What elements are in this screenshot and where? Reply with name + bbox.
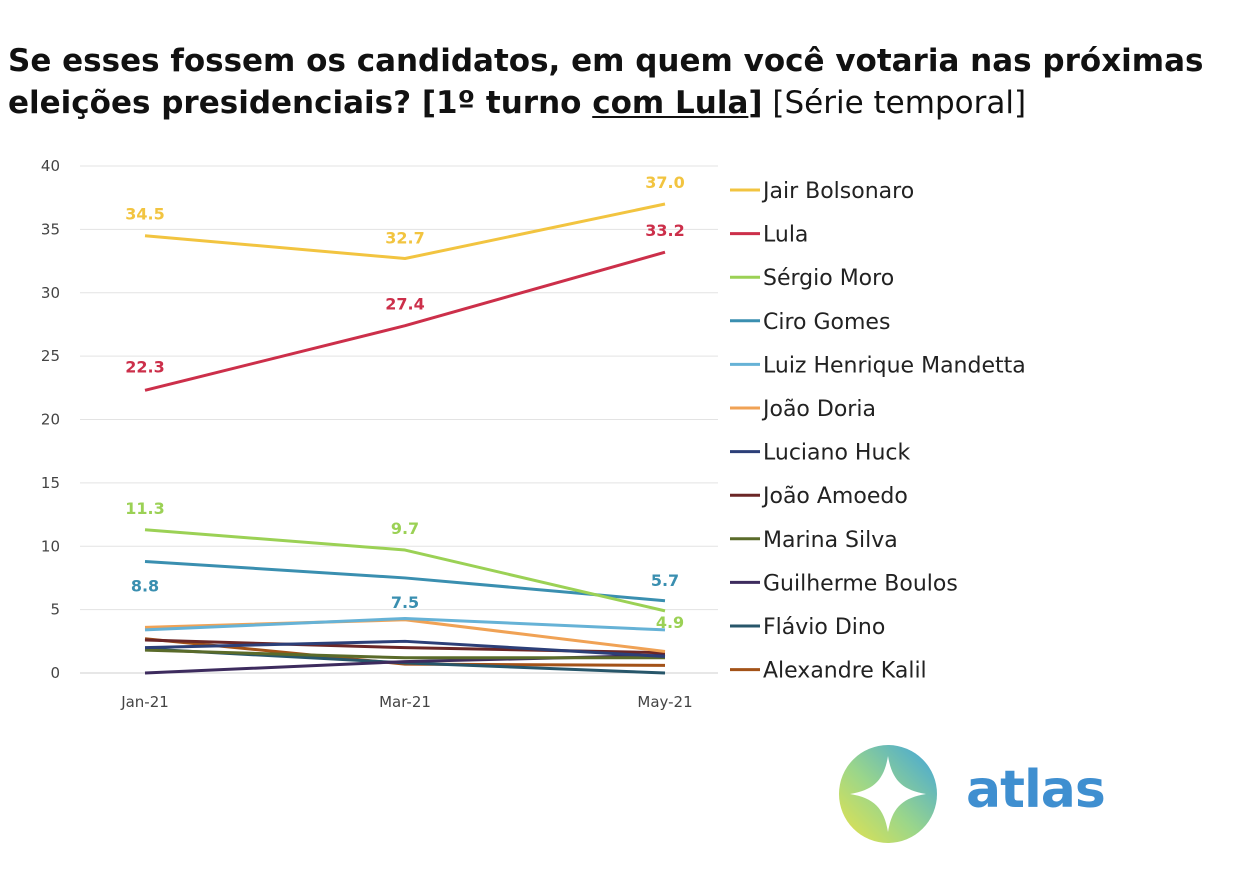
legend-label: Ciro Gomes [763, 310, 890, 335]
series-lines [144, 202, 666, 675]
legend-label: João Amoedo [761, 484, 908, 509]
y-tick-label: 0 [50, 664, 60, 682]
brand-name: atlas [966, 760, 1106, 820]
data-label: 33.2 [645, 221, 684, 240]
y-tick-label: 30 [41, 284, 60, 302]
series-line [144, 528, 666, 613]
legend-label: João Doria [761, 397, 876, 422]
legend-label: Luiz Henrique Mandetta [763, 353, 1026, 378]
legend-label: Lula [763, 223, 808, 248]
y-tick-label: 20 [41, 411, 60, 429]
data-label: 9.7 [391, 519, 419, 538]
series-line [144, 648, 665, 660]
data-label: 32.7 [385, 229, 424, 248]
y-tick-label: 5 [50, 601, 60, 619]
title-underlined: com Lula [592, 85, 749, 121]
legend-label: Marina Silva [763, 528, 898, 553]
y-tick-label: 15 [41, 474, 60, 492]
series-line [144, 639, 666, 659]
title-part1: Se esses fossem os candidatos, em quem v… [8, 43, 1204, 121]
series-line [144, 616, 666, 632]
y-axis-ticks: 0 5 10 15 20 25 30 35 40 [41, 157, 60, 682]
data-label: 7.5 [391, 593, 419, 612]
data-label: 11.3 [125, 499, 164, 518]
legend-label: Jair Bolsonaro [761, 179, 914, 204]
line-chart: 0 5 10 15 20 25 30 35 40 Jan-21 Mar-21 May-21 34.5… [41, 157, 1026, 711]
x-tick-label: May-21 [637, 693, 692, 711]
data-label: 34.5 [125, 205, 164, 224]
data-label: 8.8 [131, 576, 159, 595]
y-tick-label: 25 [41, 347, 60, 365]
legend-label: Guilherme Boulos [763, 571, 958, 596]
data-label: 22.3 [125, 357, 164, 376]
legend-label: Sérgio Moro [763, 266, 894, 291]
chart-title: Se esses fossem os candidatos, em quem v… [8, 40, 1238, 124]
title-part2: ] [748, 85, 763, 121]
data-label: 27.4 [385, 295, 424, 314]
legend-label: Flávio Dino [763, 615, 885, 640]
x-tick-label: Jan-21 [120, 693, 169, 711]
data-labels: 34.5 32.7 37.0 22.3 27.4 33.2 11.3 9.7 4.9 8.8 7.5… [125, 173, 684, 632]
x-axis-ticks: Jan-21 Mar-21 May-21 [120, 693, 692, 711]
y-tick-label: 40 [41, 157, 60, 175]
title-suffix: [Série temporal] [762, 85, 1027, 121]
legend: Jair Bolsonaro Lula Sérgio Moro Ciro Gomes L… [730, 179, 1026, 684]
series-line [144, 559, 666, 603]
x-tick-label: Mar-21 [379, 693, 431, 711]
gridlines [80, 165, 718, 674]
data-label: 37.0 [645, 173, 684, 192]
series-line [144, 202, 666, 261]
y-tick-label: 10 [41, 537, 60, 555]
atlas-logo-icon [839, 745, 937, 843]
legend-label: Luciano Huck [763, 441, 910, 466]
data-label: 4.9 [656, 613, 684, 632]
series-line [144, 250, 666, 392]
data-label: 5.7 [651, 571, 679, 590]
legend-label: Alexandre Kalil [763, 659, 927, 684]
y-tick-label: 35 [41, 220, 60, 238]
